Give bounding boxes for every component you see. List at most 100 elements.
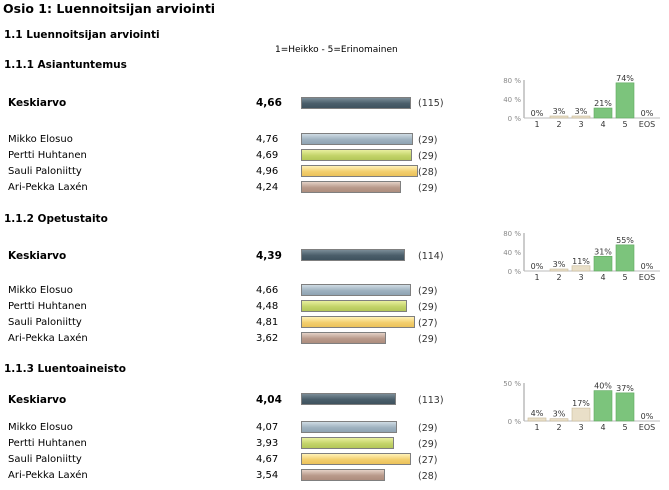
lecturer-bar [301, 133, 413, 145]
distribution-bar [593, 107, 613, 119]
average-value: 4,66 [256, 97, 282, 109]
distribution-bar [593, 390, 613, 422]
average-count: (115) [418, 98, 444, 109]
distribution-category-label: EOS [639, 273, 655, 282]
lecturer-bar [301, 316, 415, 328]
lecturer-bar [301, 453, 411, 465]
distribution-svg: 50 % 0 % 4% 1 3% 2 17% 3 40% 4 37% 5 0% EOS [503, 380, 660, 432]
y-tick-label: 50 % [503, 380, 521, 388]
lecturer-name: Mikko Elosuo [8, 134, 73, 145]
lecturer-bar [301, 300, 407, 312]
distribution-chart: 50 % 0 % 4% 1 3% 2 17% 3 40% 4 37% 5 0% EOS [498, 380, 668, 433]
distribution-value-label: 17% [572, 399, 590, 408]
lecturer-score: 4,76 [256, 134, 279, 145]
average-value: 4,04 [256, 394, 282, 406]
distribution-category-label: 5 [622, 120, 627, 129]
lecturer-bar [301, 421, 397, 433]
distribution-value-label: 4% [531, 409, 544, 418]
distribution-category-label: 1 [534, 120, 539, 129]
lecturer-score: 4,48 [256, 301, 279, 312]
lecturer-name: Mikko Elosuo [8, 422, 73, 433]
lecturer-name: Sauli Paloniitty [8, 454, 82, 465]
lecturer-name: Pertti Huhtanen [8, 301, 87, 312]
lecturer-count: (29) [418, 183, 438, 194]
distribution-value-label: 3% [553, 410, 566, 419]
lecturer-name: Mikko Elosuo [8, 285, 73, 296]
lecturer-bar [301, 437, 394, 449]
distribution-category-label: 1 [534, 423, 539, 432]
y-tick-label: 0 % [508, 115, 522, 123]
lecturer-score: 4,81 [256, 317, 279, 328]
distribution-value-label: 55% [616, 236, 634, 245]
lecturer-score: 3,93 [256, 438, 279, 449]
distribution-bar [527, 417, 547, 422]
lecturer-count: (29) [418, 302, 438, 313]
lecturer-score: 4,69 [256, 150, 279, 161]
distribution-category-label: 2 [556, 273, 561, 282]
average-bar [301, 97, 411, 109]
distribution-category-label: 5 [622, 273, 627, 282]
lecturer-bar [301, 149, 412, 161]
distribution-bar [615, 392, 635, 422]
distribution-category-label: 2 [556, 120, 561, 129]
distribution-chart: 80 % 40 % 0 % 0% 1 3% 2 3% 3 21% 4 74% 5 0% EOS [498, 74, 668, 130]
lecturer-count: (29) [418, 439, 438, 450]
distribution-value-label: 3% [553, 107, 566, 116]
lecturer-bar [301, 284, 411, 296]
y-tick-label: 40 % [503, 249, 521, 257]
distribution-chart: 80 % 40 % 0 % 0% 1 3% 2 11% 3 31% 4 55% 5 0% EOS [498, 230, 668, 283]
lecturer-count: (28) [418, 471, 438, 482]
distribution-bar [615, 244, 635, 272]
distribution-category-label: 4 [600, 423, 605, 432]
lecturer-score: 3,54 [256, 470, 279, 481]
lecturer-count: (28) [418, 167, 438, 178]
y-tick-label: 0 % [508, 268, 522, 276]
distribution-category-label: 3 [578, 273, 583, 282]
distribution-value-label: 0% [641, 412, 654, 421]
distribution-value-label: 3% [553, 260, 566, 269]
distribution-bar [571, 265, 591, 272]
lecturer-score: 3,62 [256, 333, 279, 344]
lecturer-bar [301, 332, 386, 344]
average-bar [301, 393, 396, 405]
lecturer-score: 4,07 [256, 422, 279, 433]
lecturer-score: 4,96 [256, 166, 279, 177]
y-tick-label: 80 % [503, 77, 521, 85]
distribution-bar [549, 268, 569, 272]
lecturer-count: (29) [418, 423, 438, 434]
distribution-category-label: 3 [578, 423, 583, 432]
lecturer-name: Ari-Pekka Laxén [8, 333, 88, 344]
distribution-category-label: EOS [639, 423, 655, 432]
distribution-category-label: 4 [600, 120, 605, 129]
lecturer-bar [301, 469, 385, 481]
distribution-value-label: 0% [531, 262, 544, 271]
y-tick-label: 80 % [503, 230, 521, 238]
lecturer-score: 4,67 [256, 454, 279, 465]
lecturer-name: Ari-Pekka Laxén [8, 182, 88, 193]
distribution-category-label: 4 [600, 273, 605, 282]
lecturer-name: Sauli Paloniitty [8, 317, 82, 328]
lecturer-bar [301, 181, 401, 193]
lecturer-name: Pertti Huhtanen [8, 438, 87, 449]
distribution-svg: 80 % 40 % 0 % 0% 1 3% 2 11% 3 31% 4 55% 5 0% EOS [503, 230, 660, 282]
question-title: 1.1.3 Luentoaineisto [4, 363, 126, 375]
lecturer-count: (29) [418, 151, 438, 162]
average-label: Keskiarvo [8, 250, 67, 262]
distribution-category-label: EOS [639, 120, 655, 129]
average-label: Keskiarvo [8, 97, 67, 109]
distribution-bar [571, 407, 591, 422]
scale-note: 1=Heikko - 5=Erinomainen [275, 45, 398, 55]
distribution-bar [549, 115, 569, 119]
distribution-value-label: 3% [575, 107, 588, 116]
page-title: Osio 1: Luennoitsijan arviointi [3, 1, 216, 16]
average-label: Keskiarvo [8, 394, 67, 406]
distribution-bar [549, 418, 569, 422]
average-value: 4,39 [256, 250, 282, 262]
lecturer-count: (29) [418, 334, 438, 345]
lecturer-name: Sauli Paloniitty [8, 166, 82, 177]
lecturer-count: (27) [418, 318, 438, 329]
distribution-value-label: 0% [531, 109, 544, 118]
average-count: (114) [418, 251, 444, 262]
distribution-value-label: 31% [594, 247, 612, 256]
distribution-svg: 80 % 40 % 0 % 0% 1 3% 2 3% 3 21% 4 74% 5 0% EOS [503, 74, 660, 129]
